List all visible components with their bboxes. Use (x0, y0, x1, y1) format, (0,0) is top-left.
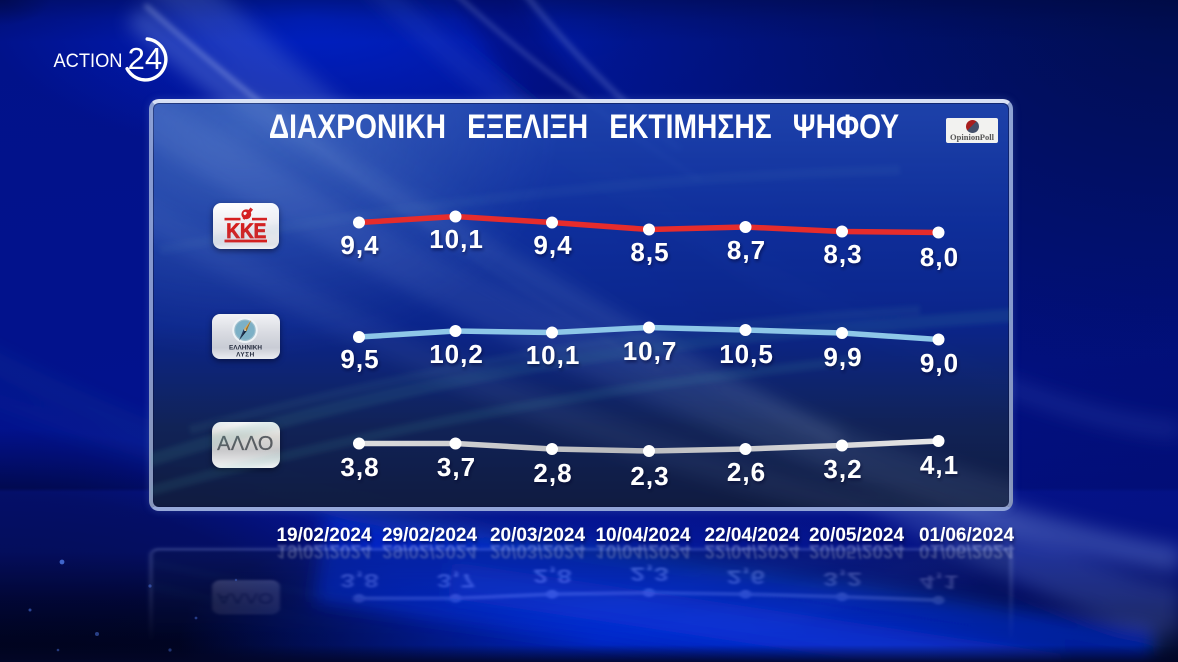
svg-text:10/04/2024: 10/04/2024 (595, 522, 691, 538)
svg-text:9,9: 9,9 (823, 342, 862, 372)
svg-text:20/05/2024: 20/05/2024 (809, 522, 905, 538)
svg-text:2,6: 2,6 (727, 457, 766, 487)
svg-text:9,0: 9,0 (920, 348, 959, 378)
svg-text:22/04/2024: 22/04/2024 (704, 522, 800, 538)
svg-text:3,8: 3,8 (340, 452, 379, 482)
svg-text:ACTION: ACTION (54, 50, 123, 72)
svg-text:9,4: 9,4 (533, 230, 572, 260)
svg-text:24: 24 (128, 41, 162, 76)
svg-text:19/02/2024: 19/02/2024 (276, 522, 372, 538)
svg-text:3,8: 3,8 (340, 604, 379, 634)
svg-text:10,5: 10,5 (719, 339, 774, 369)
svg-text:10,7: 10,7 (623, 336, 678, 366)
svg-text:2,6: 2,6 (727, 566, 766, 588)
svg-text:22/04/2024: 22/04/2024 (704, 525, 800, 546)
svg-text:20/05/2024: 20/05/2024 (809, 525, 905, 546)
svg-text:4,1: 4,1 (920, 606, 959, 636)
svg-text:3,7: 3,7 (437, 452, 476, 482)
svg-text:ΛΥΣΗ: ΛΥΣΗ (236, 351, 255, 358)
svg-text:2,8: 2,8 (533, 598, 572, 628)
svg-text:8,0: 8,0 (920, 242, 959, 272)
svg-text:8,3: 8,3 (823, 239, 862, 269)
svg-text:20/05/2024: 20/05/2024 (809, 540, 905, 561)
svg-text:2,6: 2,6 (727, 599, 766, 629)
svg-text:20/03/2024: 20/03/2024 (490, 522, 586, 538)
svg-text:ΕΛΛΗΝΙΚΗ: ΕΛΛΗΝΙΚΗ (228, 344, 261, 351)
svg-text:22/04/2024: 22/04/2024 (704, 540, 800, 561)
svg-text:3,2: 3,2 (823, 568, 862, 590)
svg-text:3,8: 3,8 (340, 570, 379, 592)
svg-text:2,8: 2,8 (533, 458, 572, 488)
svg-text:29/02/2024: 29/02/2024 (382, 540, 478, 561)
svg-text:10/04/2024: 10/04/2024 (595, 525, 691, 546)
svg-text:19/02/2024: 19/02/2024 (276, 525, 372, 546)
svg-text:2,8: 2,8 (533, 565, 572, 587)
svg-text:20/03/2024: 20/03/2024 (490, 525, 586, 546)
svg-text:2,3: 2,3 (630, 461, 669, 491)
svg-text:3,2: 3,2 (823, 602, 862, 632)
svg-text:01/06/2024: 01/06/2024 (919, 525, 1015, 546)
svg-text:9,4: 9,4 (340, 230, 379, 260)
svg-text:4,1: 4,1 (920, 450, 959, 480)
svg-text:10,1: 10,1 (429, 224, 484, 254)
svg-text:19/02/2024: 19/02/2024 (276, 540, 372, 561)
svg-text:20/03/2024: 20/03/2024 (490, 540, 586, 561)
svg-text:3,2: 3,2 (823, 454, 862, 484)
svg-text:01/06/2024: 01/06/2024 (919, 540, 1015, 561)
svg-text:8,5: 8,5 (630, 237, 669, 267)
svg-text:9,5: 9,5 (340, 344, 379, 374)
svg-text:2,3: 2,3 (630, 563, 669, 585)
svg-text:3,7: 3,7 (437, 604, 476, 634)
svg-text:8,7: 8,7 (727, 235, 766, 265)
svg-text:29/02/2024: 29/02/2024 (382, 522, 478, 538)
svg-text:01/06/2024: 01/06/2024 (919, 522, 1015, 538)
svg-text:2,3: 2,3 (630, 595, 669, 625)
svg-text:10,2: 10,2 (429, 339, 484, 369)
svg-text:29/02/2024: 29/02/2024 (382, 525, 478, 546)
svg-text:3,7: 3,7 (437, 570, 476, 592)
svg-text:10,1: 10,1 (526, 340, 581, 370)
svg-text:4,1: 4,1 (920, 571, 959, 593)
svg-text:10/04/2024: 10/04/2024 (595, 540, 691, 561)
